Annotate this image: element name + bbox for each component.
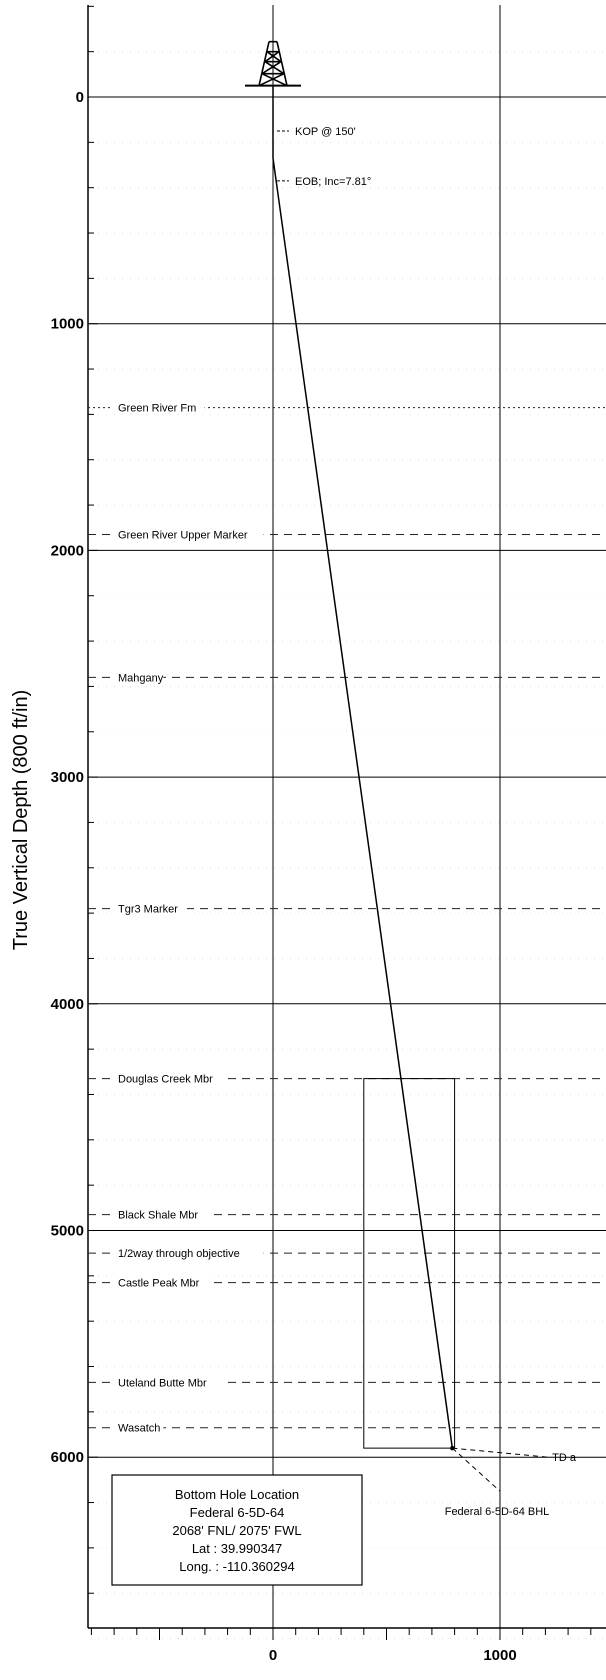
- y-tick-label-3000: 3000: [51, 769, 84, 786]
- derrick-strut-1: [276, 41, 288, 86]
- formation-label-0: Green River Fm: [118, 403, 196, 415]
- bottom-hole-location-box: Bottom Hole Location Federal 6-5D-64 206…: [111, 1474, 363, 1586]
- y-tick-label-4000: 4000: [51, 996, 84, 1013]
- formation-label-2: Mahgany: [118, 672, 164, 684]
- y-tick-label-2000: 2000: [51, 542, 84, 559]
- y-tick-label-5000: 5000: [51, 1223, 84, 1240]
- x-tick-label-1000: 1000: [483, 1647, 516, 1664]
- y-tick-label-1000: 1000: [51, 316, 84, 333]
- derrick-strut-9: [266, 51, 282, 63]
- x-tick-label-0: 0: [269, 1647, 277, 1664]
- derrick-strut-0: [258, 41, 270, 86]
- bhl-line-1: Bottom Hole Location: [175, 1487, 299, 1502]
- formation-label-bg-2: [112, 669, 164, 684]
- derrick-strut-7: [264, 60, 285, 75]
- formation-label-bg-1: [112, 526, 264, 541]
- well-path-line: [272, 85, 454, 1449]
- formation-label-bg-7: [112, 1274, 211, 1289]
- annotation-label-1: EOB; Inc=7.81°: [295, 176, 371, 188]
- derrick-icon: [245, 40, 301, 87]
- derrick-strut-10: [258, 72, 285, 87]
- bhl-line-3: 2068' FNL/ 2075' FWL: [172, 1523, 301, 1538]
- formation-label-5: Black Shale Mbr: [118, 1210, 198, 1222]
- derrick-strut-11: [261, 72, 288, 87]
- formation-label-bg-3: [112, 900, 187, 915]
- formation-label-bg-4: [112, 1070, 223, 1085]
- formation-label-bg-5: [112, 1206, 211, 1221]
- y-tick-label-6000: 6000: [51, 1449, 84, 1466]
- formation-label-bg-0: [112, 399, 205, 414]
- formation-label-8: Uteland Butte Mbr: [118, 1377, 207, 1389]
- bhl-label: Federal 6-5D-64 BHL: [445, 1506, 550, 1518]
- td-label: TD a: [552, 1452, 577, 1464]
- bhl-line-5: Long. : -110.360294: [179, 1559, 294, 1574]
- formation-label-7: Castle Peak Mbr: [118, 1278, 200, 1290]
- derrick-strut-8: [264, 51, 280, 63]
- derrick-strut-6: [261, 60, 282, 75]
- annotation-label-0: KOP @ 150': [295, 126, 356, 138]
- y-tick-label-0: 0: [76, 89, 84, 106]
- formation-label-1: Green River Upper Marker: [118, 530, 248, 542]
- td-point: [450, 1445, 455, 1451]
- formation-label-3: Tgr3 Marker: [118, 904, 178, 916]
- formation-label-4: Douglas Creek Mbr: [118, 1074, 213, 1086]
- formation-label-9: Wasatch: [118, 1423, 160, 1435]
- formation-label-6: 1/2way through objective: [118, 1248, 240, 1260]
- formation-label-bg-8: [112, 1374, 223, 1389]
- bhl-line-4: Lat : 39.990347: [192, 1541, 282, 1556]
- bhl-line-2: Federal 6-5D-64: [190, 1505, 285, 1520]
- td-leader: [452, 1447, 549, 1458]
- formation-label-bg-9: [112, 1419, 164, 1434]
- y-axis-title: True Vertical Depth (800 ft/in): [10, 690, 32, 951]
- formation-label-bg-6: [112, 1245, 264, 1260]
- bhl-leader: [451, 1447, 501, 1492]
- target-box: [363, 1078, 456, 1449]
